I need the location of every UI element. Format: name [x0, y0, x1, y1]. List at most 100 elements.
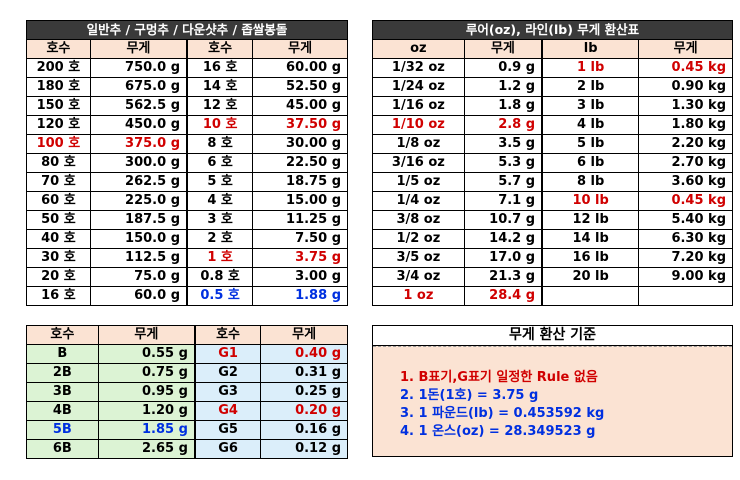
- weight-value: 3.5: [498, 136, 522, 151]
- key-cell: 3/8 oz: [372, 210, 465, 230]
- key-cell: 12 lb: [541, 210, 640, 230]
- weight-value: 52.50: [286, 79, 328, 94]
- weight-value: 7.50: [295, 231, 328, 246]
- weight-cell: 750.0 g: [89, 58, 188, 78]
- weight-cell: 1.80 kg: [638, 115, 733, 135]
- key-cell: 30 호: [26, 248, 91, 268]
- weight-cell: 7.20 kg: [638, 248, 733, 268]
- key-cell: G2: [194, 363, 262, 383]
- key-cell: G3: [194, 382, 262, 402]
- lure-line-weight-table: 루어(oz), 라인(lb) 무게 환산표 oz 무게 lb 무게 1/32 o…: [372, 20, 733, 306]
- weight-unit: g: [525, 193, 536, 208]
- weight-cell: 0.45 kg: [638, 191, 733, 211]
- header-weight: 무게: [89, 39, 188, 59]
- weight-cell: 7.50 g: [252, 229, 348, 249]
- header-weight: 무게: [638, 39, 733, 59]
- header-weight: 무게: [97, 325, 196, 345]
- weight-unit: g: [331, 422, 341, 437]
- weight-cell: 112.5 g: [89, 248, 188, 268]
- weight-value: 5.3: [498, 155, 522, 170]
- weight-unit: g: [170, 136, 180, 151]
- key-cell: 1 호: [186, 248, 254, 268]
- key-cell: 3/16 oz: [372, 153, 465, 173]
- weight-unit: g: [525, 117, 536, 132]
- weight-value: 2.65: [142, 441, 175, 456]
- weight-value: 0.9: [498, 60, 522, 75]
- weight-unit: kg: [708, 117, 726, 132]
- weight-cell: 450.0 g: [89, 115, 188, 135]
- key-cell: 16 호: [26, 286, 91, 306]
- weight-unit: kg: [708, 193, 726, 208]
- weight-value: 0.45: [671, 193, 704, 208]
- key-cell: 2 lb: [541, 77, 640, 97]
- weight-unit: g: [331, 117, 341, 132]
- key-cell: 200 호: [26, 58, 91, 78]
- key-cell: 120 호: [26, 115, 91, 135]
- weight-unit: g: [170, 79, 180, 94]
- weight-value: 187.5: [125, 212, 167, 227]
- weight-value: 262.5: [125, 174, 167, 189]
- weight-cell: 14.2 g: [463, 229, 544, 249]
- weight-unit: g: [170, 60, 180, 75]
- key-cell: 3 lb: [541, 96, 640, 116]
- header-ho: 호수: [186, 39, 254, 59]
- key-cell: 10 호: [186, 115, 254, 135]
- weight-value: 0.40: [295, 346, 328, 361]
- weight-value: 60.00: [286, 60, 328, 75]
- key-cell: 10 lb: [541, 191, 640, 211]
- key-cell: 1/4 oz: [372, 191, 465, 211]
- weight-value: 3.75: [295, 250, 328, 265]
- weight-unit: g: [331, 193, 341, 208]
- weight-value: 1.20: [142, 403, 175, 418]
- weight-cell: 45.00 g: [252, 96, 348, 116]
- key-cell: 6B: [26, 439, 99, 459]
- weight-value: 11.25: [286, 212, 328, 227]
- weight-value: 0.75: [142, 365, 175, 380]
- key-cell: B: [26, 344, 99, 364]
- weight-cell: 10.7 g: [463, 210, 544, 230]
- weight-unit: g: [525, 136, 536, 151]
- weight-value: 15.00: [286, 193, 328, 208]
- weight-cell: 3.00 g: [252, 267, 348, 287]
- key-cell: 12 호: [186, 96, 254, 116]
- weight-unit: g: [331, 155, 341, 170]
- weight-unit: kg: [708, 98, 726, 113]
- header-weight: 무게: [463, 39, 544, 59]
- weight-cell: 0.12 g: [260, 439, 348, 459]
- weight-unit: g: [331, 269, 341, 284]
- weight-cell: 52.50 g: [252, 77, 348, 97]
- table-row: 180 호 675.0 g 14 호 52.50 g: [26, 77, 348, 97]
- weight-cell: 150.0 g: [89, 229, 188, 249]
- weight-value: 2.8: [498, 117, 522, 132]
- weight-unit: g: [331, 174, 341, 189]
- key-cell: 1/5 oz: [372, 172, 465, 192]
- weight-unit: g: [525, 79, 536, 94]
- weight-unit: kg: [708, 269, 726, 284]
- key-cell: 6 lb: [541, 153, 640, 173]
- weight-value: 750.0: [125, 60, 167, 75]
- weight-unit: g: [178, 422, 188, 437]
- weight-cell: 5.40 kg: [638, 210, 733, 230]
- weight-unit: g: [331, 346, 341, 361]
- weight-value: 1.2: [498, 79, 522, 94]
- table-row: 20 호 75.0 g 0.8 호 3.00 g: [26, 267, 348, 287]
- key-cell: 6 호: [186, 153, 254, 173]
- weight-value: 0.12: [295, 441, 328, 456]
- weight-value: 22.50: [286, 155, 328, 170]
- weight-unit: g: [170, 174, 180, 189]
- note-line: 3. 1 파운드(lb) = 0.453592 kg: [400, 406, 605, 421]
- weight-cell: 2.70 kg: [638, 153, 733, 173]
- key-cell: 5B: [26, 420, 99, 440]
- table-row: 3B 0.95 g G3 0.25 g: [26, 382, 348, 402]
- weight-cell: 7.1 g: [463, 191, 544, 211]
- weight-value: 14.2: [489, 231, 522, 246]
- weight-cell: 0.31 g: [260, 363, 348, 383]
- weight-value: 6.30: [671, 231, 704, 246]
- table-row: 1 oz 28.4 g: [372, 286, 733, 306]
